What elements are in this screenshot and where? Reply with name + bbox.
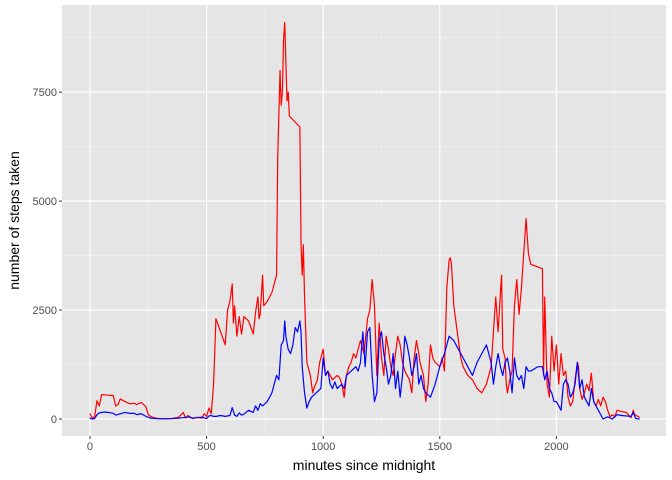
y-tick-label: 2500 xyxy=(33,305,57,317)
x-tick-label: 500 xyxy=(197,441,215,453)
series-layer xyxy=(89,21,640,420)
x-tick-label: 0 xyxy=(87,441,93,453)
y-axis-title: number of steps taken xyxy=(6,151,22,290)
y-tick-label: 5000 xyxy=(33,196,57,208)
grid-lines xyxy=(62,5,666,436)
x-tick-label: 1000 xyxy=(311,441,335,453)
plot-panel xyxy=(62,5,666,436)
y-tick-label: 7500 xyxy=(33,87,57,99)
axis-ticks: 0 500 1000 1500 2000 0 2500 5000 7500 xyxy=(33,87,569,453)
series-line-1 xyxy=(89,21,640,420)
x-axis-title: minutes since midnight xyxy=(293,457,436,473)
series-line-2 xyxy=(89,320,640,420)
x-tick-label: 2000 xyxy=(544,441,568,453)
y-tick-label: 0 xyxy=(51,414,57,426)
x-tick-label: 1500 xyxy=(428,441,452,453)
